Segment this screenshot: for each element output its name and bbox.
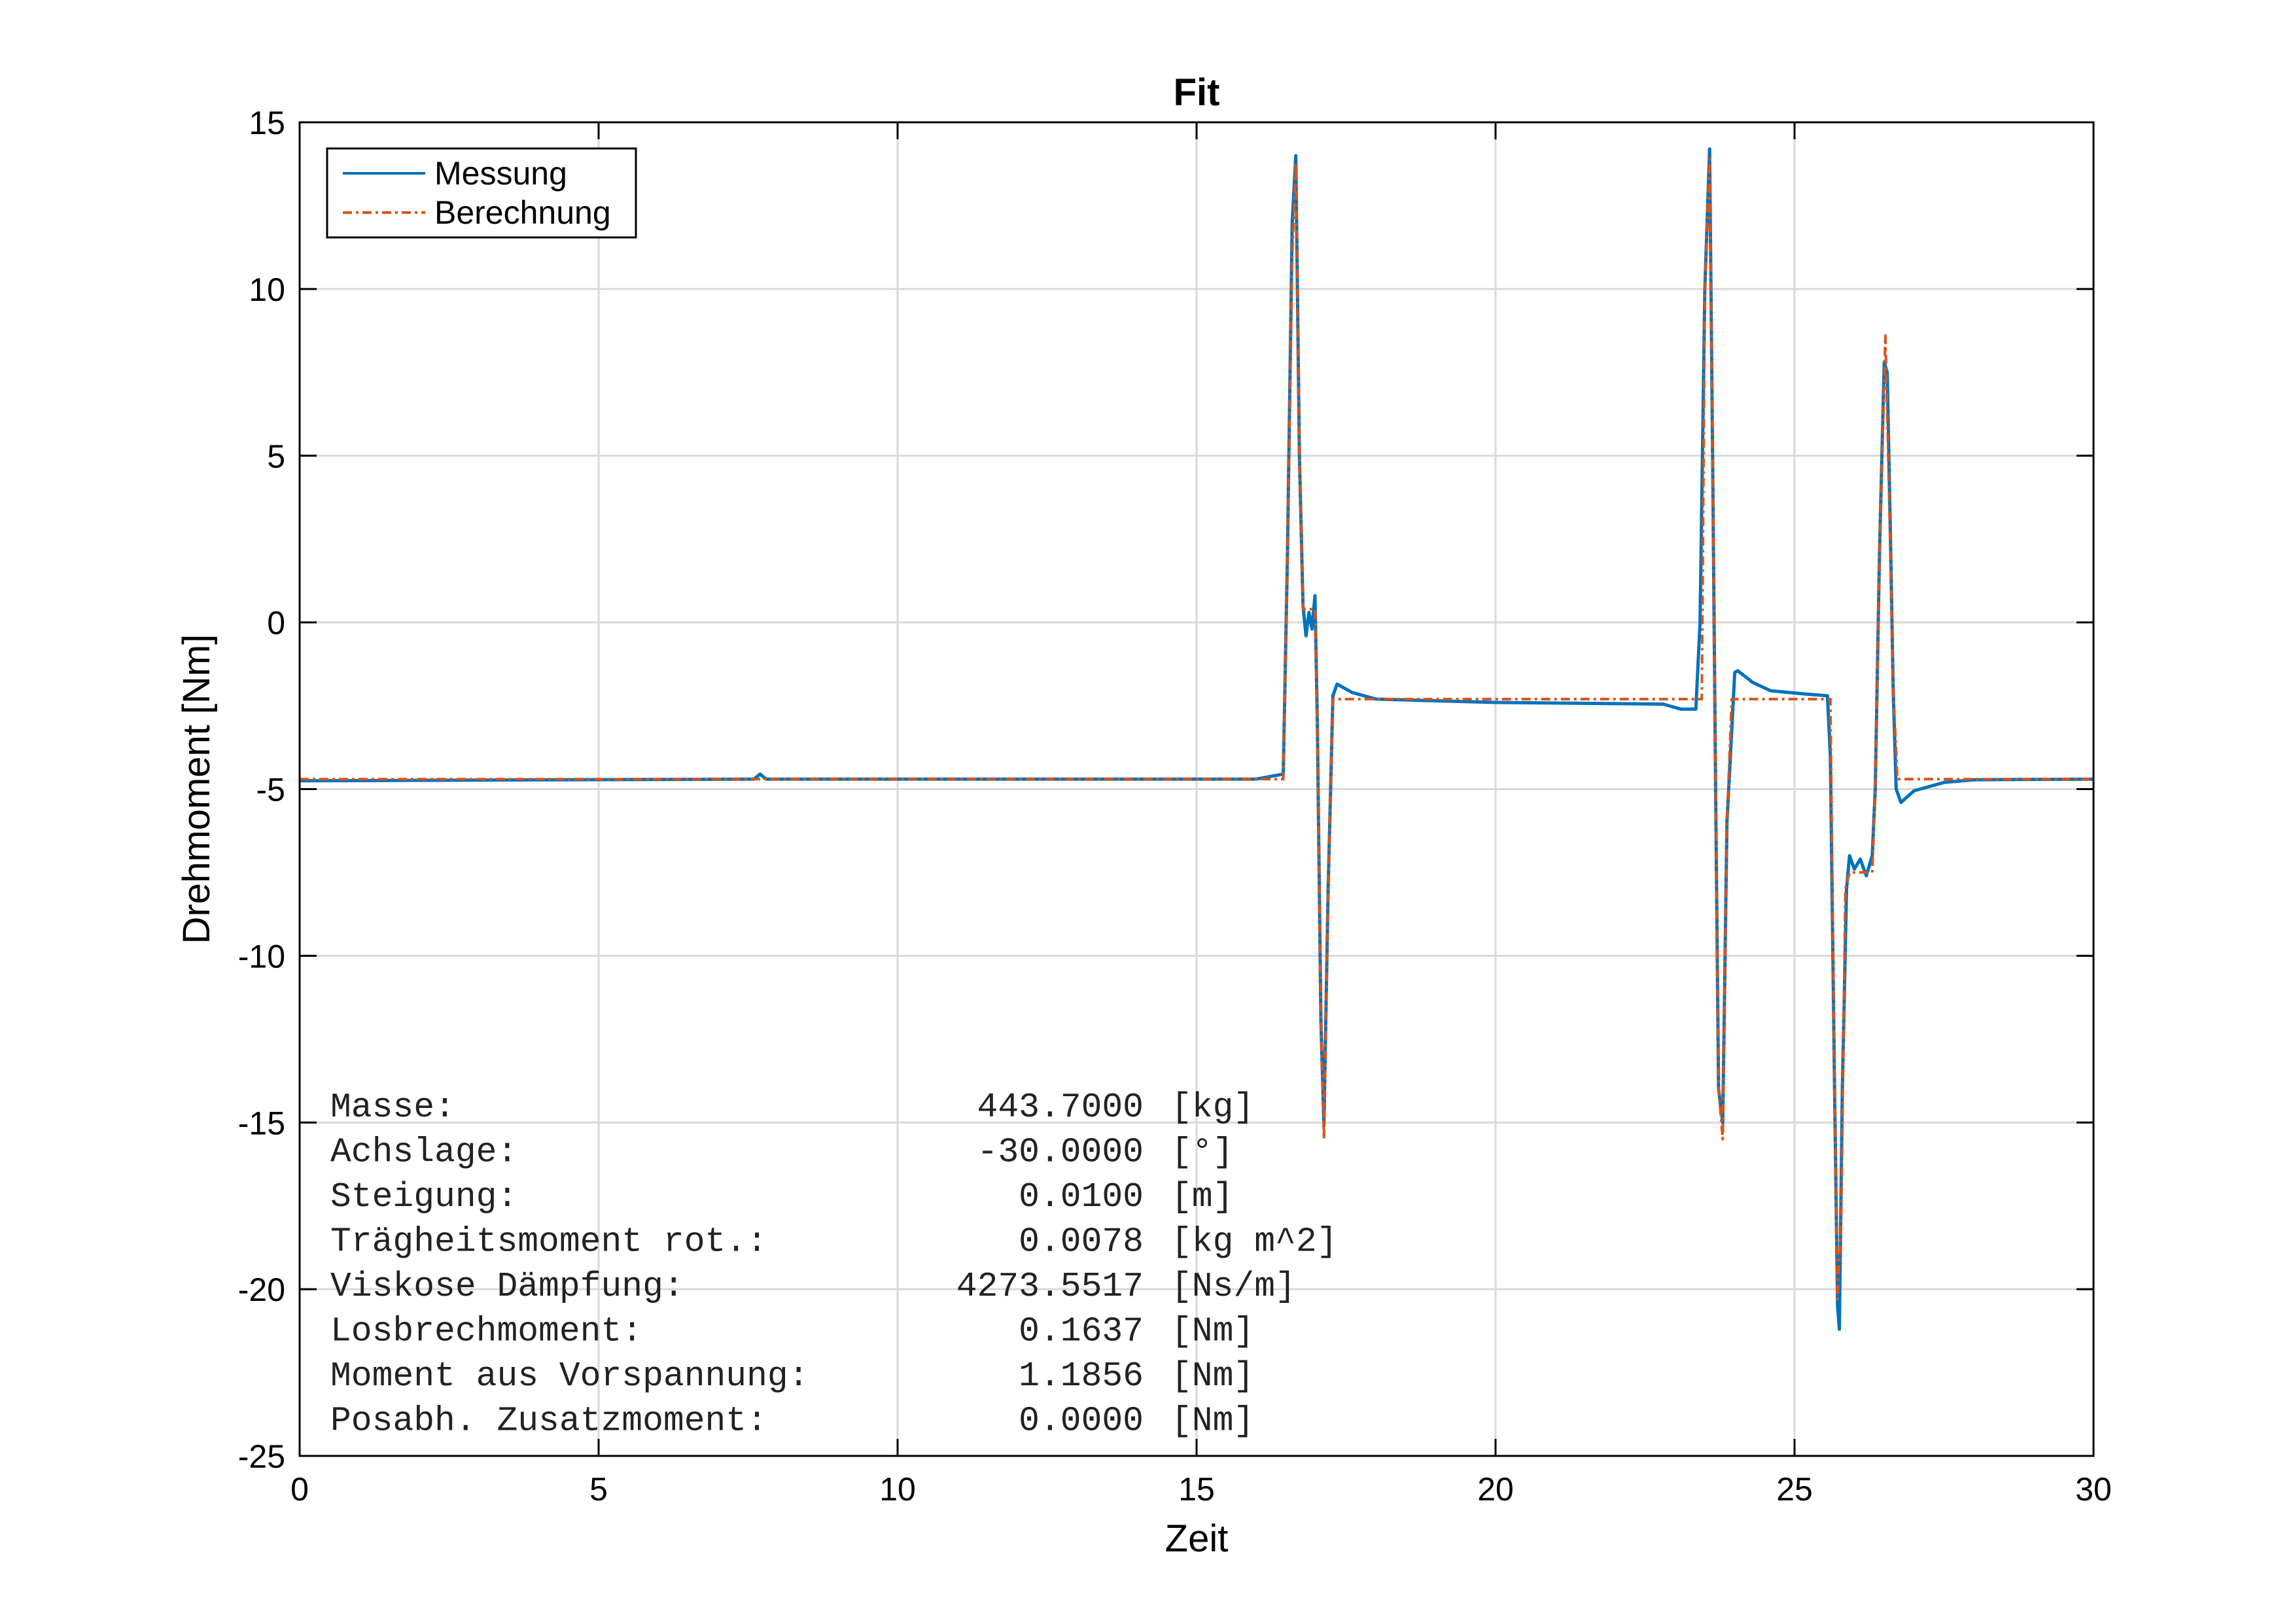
axes-box <box>298 121 2095 1457</box>
legend-label-messung: Messung <box>434 155 567 192</box>
param-label: Trägheitsmoment rot.: <box>330 1222 767 1262</box>
x-tick-label: 5 <box>589 1471 608 1508</box>
param-unit: [°] <box>1171 1133 1233 1172</box>
x-tick-label: 30 <box>2075 1471 2112 1508</box>
param-unit: [Nm] <box>1171 1356 1254 1396</box>
x-tick-label: 25 <box>1776 1471 1813 1508</box>
param-value: 0.0078 <box>1019 1222 1144 1262</box>
y-tick-label: -15 <box>238 1105 285 1141</box>
y-tick-label: -5 <box>256 772 285 808</box>
y-tick-label: -20 <box>238 1271 285 1308</box>
parameter-annotations: Masse: 443.7000 [kg] Achslage: -30.0000 [°] St… <box>330 1088 1337 1441</box>
x-axis-label: Zeit <box>1165 1517 1229 1560</box>
y-tick-label: 0 <box>267 605 285 642</box>
param-unit: [Nm] <box>1171 1402 1254 1441</box>
param-label: Viskose Dämpfung: <box>330 1267 684 1306</box>
param-unit: [m] <box>1171 1177 1233 1217</box>
param-value: 1.1856 <box>1019 1356 1144 1396</box>
param-value: -30.0000 <box>977 1133 1144 1172</box>
series-line-messung <box>299 147 2094 1331</box>
param-unit: [kg] <box>1171 1088 1254 1127</box>
param-label: Moment aus Vorspannung: <box>330 1356 809 1396</box>
param-value: 4273.5517 <box>956 1267 1144 1306</box>
y-tick-label: -25 <box>238 1438 285 1475</box>
y-tick-label: 10 <box>249 271 285 308</box>
param-label: Losbrechmoment: <box>330 1312 642 1351</box>
y-tick-label: -10 <box>238 938 285 975</box>
param-value: 0.0000 <box>1019 1402 1144 1441</box>
legend-box <box>326 147 637 239</box>
param-label: Posabh. Zusatzmoment: <box>330 1402 767 1441</box>
param-label: Achslage: <box>330 1133 517 1172</box>
y-tick-label: 15 <box>249 105 285 141</box>
y-tick-label: 5 <box>267 438 285 475</box>
x-tick-label: 20 <box>1477 1471 1514 1508</box>
x-tick-label: 0 <box>290 1471 309 1508</box>
y-axis-label: Drehmoment [Nm] <box>175 634 218 944</box>
param-value: 0.0100 <box>1019 1177 1144 1217</box>
x-tick-label: 10 <box>879 1471 916 1508</box>
param-unit: [kg m^2] <box>1171 1222 1337 1262</box>
series-line-berechnung <box>300 158 2094 1301</box>
param-label: Masse: <box>330 1088 455 1127</box>
param-unit: [Ns/m] <box>1171 1267 1296 1306</box>
series-layer <box>299 147 2094 1331</box>
param-value: 443.7000 <box>977 1088 1144 1127</box>
chart-title: Fit <box>1174 71 1220 114</box>
param-value: 0.1637 <box>1019 1312 1144 1351</box>
param-label: Steigung: <box>330 1177 517 1217</box>
tick-labels: 0 5 10 15 20 25 30 15 10 5 0 -5 -10 -15 -20 -25 <box>238 105 2112 1508</box>
param-unit: [Nm] <box>1171 1312 1254 1351</box>
grid <box>300 122 2094 1456</box>
legend-label-berechnung: Berechnung <box>434 194 611 231</box>
x-tick-label: 15 <box>1178 1471 1215 1508</box>
